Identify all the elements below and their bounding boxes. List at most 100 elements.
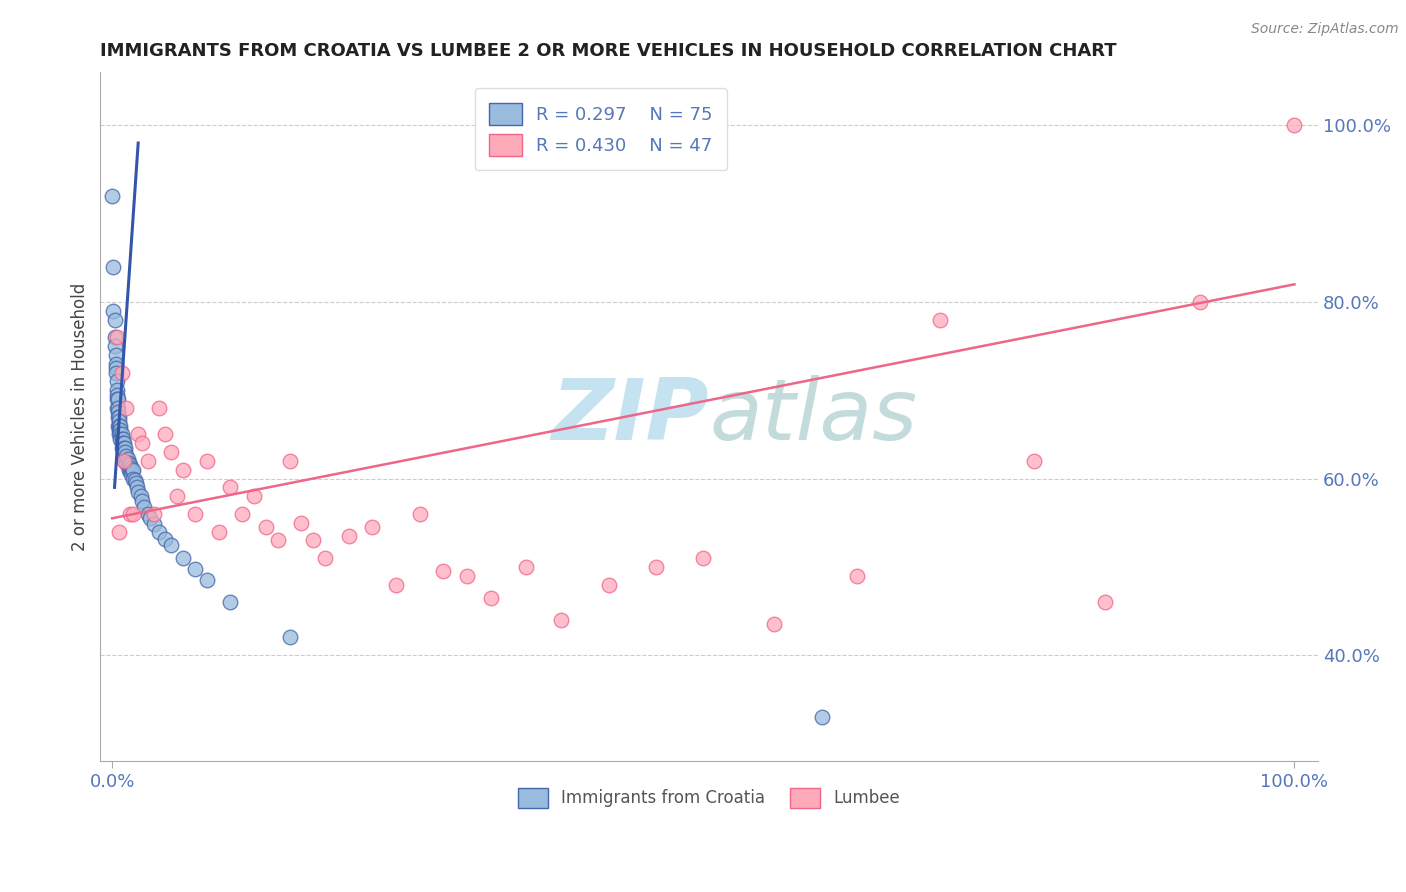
Point	[219, 595, 242, 609]
Point	[172, 551, 194, 566]
Point	[127, 484, 149, 499]
Point	[219, 480, 242, 494]
Point	[302, 533, 325, 548]
Point	[810, 710, 832, 724]
Text: atlas: atlas	[709, 376, 917, 458]
Point	[108, 524, 131, 539]
Point	[172, 463, 194, 477]
Point	[118, 465, 141, 479]
Point	[515, 559, 537, 574]
Point	[107, 392, 129, 406]
Point	[118, 456, 141, 470]
Point	[645, 559, 668, 574]
Point	[598, 577, 620, 591]
Point	[108, 414, 131, 428]
Point	[105, 401, 128, 415]
Point	[131, 493, 153, 508]
Point	[456, 568, 478, 582]
Point	[148, 524, 170, 539]
Point	[112, 436, 135, 450]
Point	[136, 454, 159, 468]
Point	[763, 617, 786, 632]
Point	[278, 454, 301, 468]
Point	[166, 489, 188, 503]
Point	[111, 432, 134, 446]
Point	[110, 423, 132, 437]
Point	[118, 507, 141, 521]
Point	[337, 529, 360, 543]
Point	[111, 366, 134, 380]
Point	[103, 330, 125, 344]
Point	[105, 392, 128, 406]
Point	[115, 401, 138, 415]
Point	[278, 631, 301, 645]
Point	[104, 348, 127, 362]
Point	[136, 507, 159, 521]
Point	[111, 441, 134, 455]
Point	[155, 532, 177, 546]
Point	[107, 401, 129, 415]
Point	[361, 520, 384, 534]
Point	[408, 507, 430, 521]
Point	[103, 260, 125, 274]
Point	[432, 564, 454, 578]
Point	[155, 427, 177, 442]
Point	[103, 312, 125, 326]
Point	[125, 475, 148, 490]
Point	[290, 516, 312, 530]
Point	[117, 458, 139, 473]
Point	[108, 427, 131, 442]
Point	[142, 517, 165, 532]
Point	[104, 366, 127, 380]
Point	[110, 432, 132, 446]
Point	[112, 445, 135, 459]
Point	[114, 454, 136, 468]
Point	[110, 418, 132, 433]
Text: ZIP: ZIP	[551, 376, 709, 458]
Point	[1188, 295, 1211, 310]
Point	[111, 432, 134, 446]
Point	[121, 465, 143, 479]
Point	[1094, 595, 1116, 609]
Point	[195, 454, 218, 468]
Point	[231, 507, 253, 521]
Point	[254, 520, 277, 534]
Text: IMMIGRANTS FROM CROATIA VS LUMBEE 2 OR MORE VEHICLES IN HOUSEHOLD CORRELATION CH: IMMIGRANTS FROM CROATIA VS LUMBEE 2 OR M…	[100, 42, 1116, 60]
Point	[131, 436, 153, 450]
Point	[124, 473, 146, 487]
Point	[104, 357, 127, 371]
Point	[928, 312, 950, 326]
Point	[127, 427, 149, 442]
Point	[111, 441, 134, 455]
Point	[117, 452, 139, 467]
Point	[105, 384, 128, 398]
Point	[105, 330, 128, 344]
Point	[385, 577, 408, 591]
Legend: Immigrants from Croatia, Lumbee: Immigrants from Croatia, Lumbee	[512, 781, 907, 814]
Point	[108, 409, 131, 424]
Point	[1284, 119, 1306, 133]
Point	[314, 551, 336, 566]
Point	[122, 471, 145, 485]
Point	[195, 573, 218, 587]
Point	[107, 418, 129, 433]
Point	[107, 409, 129, 424]
Point	[1024, 454, 1046, 468]
Point	[104, 361, 127, 376]
Point	[105, 375, 128, 389]
Point	[105, 387, 128, 401]
Point	[692, 551, 714, 566]
Point	[550, 613, 572, 627]
Point	[184, 507, 207, 521]
Point	[129, 489, 152, 503]
Point	[243, 489, 266, 503]
Point	[120, 461, 142, 475]
Point	[103, 339, 125, 353]
Y-axis label: 2 or more Vehicles in Household: 2 or more Vehicles in Household	[72, 283, 89, 551]
Point	[142, 507, 165, 521]
Point	[120, 467, 142, 482]
Point	[115, 456, 138, 470]
Point	[479, 591, 502, 605]
Point	[108, 423, 131, 437]
Point	[101, 189, 124, 203]
